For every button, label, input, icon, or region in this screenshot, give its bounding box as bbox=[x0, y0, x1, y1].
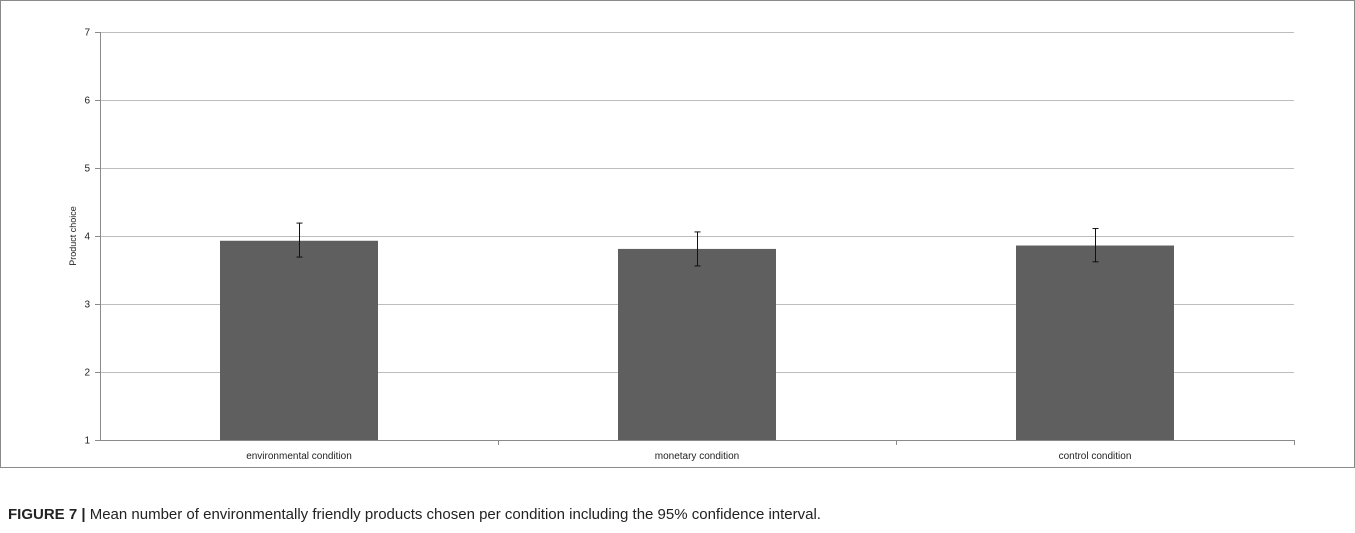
y-tick-label: 1 bbox=[84, 436, 90, 447]
bar-chart: 1 2 3 4 5 6 7 environmental condition monetary c… bbox=[68, 28, 1295, 462]
axes: 1 2 3 4 5 6 7 environmental condition monetary c… bbox=[84, 28, 1295, 462]
figure-caption-text: Mean number of environmentally friendly … bbox=[89, 506, 821, 523]
y-tick-label: 7 bbox=[84, 28, 90, 39]
chart-frame: 1 2 3 4 5 6 7 environmental condition monetary c… bbox=[0, 0, 1355, 468]
figure-caption-label: FIGURE 7 | bbox=[8, 506, 86, 523]
y-tick-label: 6 bbox=[84, 96, 90, 107]
y-tick-label: 3 bbox=[84, 300, 90, 311]
bars bbox=[220, 240, 1174, 440]
y-tick-label: 2 bbox=[84, 368, 90, 379]
figure-caption: FIGURE 7 | Mean number of environmentall… bbox=[8, 506, 821, 523]
y-axis-label: Product choice bbox=[68, 206, 78, 266]
x-tick-label: control condition bbox=[1059, 451, 1132, 462]
bar bbox=[618, 248, 776, 440]
bar bbox=[1016, 245, 1174, 440]
error-bars bbox=[296, 222, 1099, 267]
y-tick-label: 4 bbox=[84, 232, 90, 243]
bar bbox=[220, 240, 378, 440]
x-tick-label: environmental condition bbox=[246, 451, 352, 462]
y-tick-label: 5 bbox=[84, 164, 90, 175]
x-tick-label: monetary condition bbox=[655, 451, 740, 462]
